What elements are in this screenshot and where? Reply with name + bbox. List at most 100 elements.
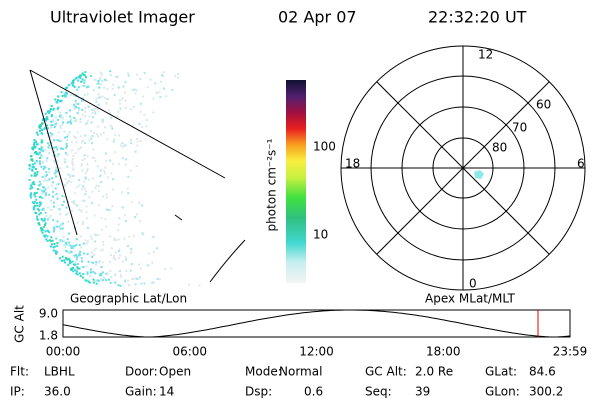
speckle — [100, 272, 103, 275]
speckle — [133, 88, 136, 91]
speckle — [42, 168, 45, 170]
fov-line — [29, 69, 226, 179]
speckle — [48, 231, 51, 234]
speckle — [56, 225, 58, 228]
speckle — [68, 109, 71, 112]
speckle — [111, 87, 114, 90]
speckle — [62, 121, 64, 124]
speckle — [49, 108, 52, 110]
speckle — [69, 93, 72, 96]
speckle — [71, 201, 74, 204]
speckle — [124, 163, 127, 166]
x-tick-label: 06:00 — [172, 345, 207, 359]
limb-arc — [209, 239, 246, 283]
speckle — [90, 75, 92, 77]
speckle — [77, 79, 80, 82]
speckle — [31, 163, 34, 166]
colorbar-label: photon cm⁻²s⁻¹ — [265, 138, 279, 231]
speckle — [152, 235, 155, 238]
speckle — [48, 216, 51, 219]
speckle — [48, 171, 51, 174]
speckle — [106, 176, 109, 179]
speckle — [71, 157, 74, 160]
speckle — [56, 242, 59, 244]
speckle — [51, 181, 54, 184]
speckle — [97, 80, 100, 83]
speckle — [72, 82, 75, 85]
speckle — [53, 224, 56, 227]
speckle — [121, 191, 123, 194]
speckle — [111, 127, 114, 130]
speckle — [86, 240, 89, 243]
speckle — [93, 214, 96, 217]
speckle — [44, 224, 46, 226]
speckle — [66, 250, 69, 253]
speckle — [36, 171, 39, 174]
speckle — [122, 157, 125, 160]
speckle — [53, 126, 56, 128]
speckle — [95, 261, 98, 264]
speckle — [93, 249, 96, 252]
speckle — [160, 80, 162, 83]
speckle — [79, 250, 82, 253]
speckle — [121, 156, 124, 159]
altitude-curve — [62, 309, 571, 338]
speckle — [50, 199, 52, 202]
image-label: Geographic Lat/Lon — [70, 292, 187, 306]
speckle — [135, 213, 138, 216]
speckle — [58, 240, 61, 243]
speckle — [57, 153, 60, 156]
speckle — [64, 183, 66, 186]
speckle — [60, 91, 63, 94]
info-label: Seq: — [365, 385, 392, 399]
speckle — [83, 252, 86, 255]
speckle — [101, 279, 104, 282]
speckle — [100, 73, 103, 76]
speckle — [64, 136, 67, 139]
speckle — [79, 77, 82, 79]
speckle — [127, 175, 130, 178]
speckle — [39, 188, 42, 191]
speckle — [66, 139, 69, 142]
speckle — [77, 107, 80, 110]
speckle — [124, 259, 127, 262]
speckle — [81, 266, 84, 269]
speckle — [35, 174, 37, 177]
speckle — [56, 155, 59, 158]
speckle — [45, 238, 48, 241]
speckle — [63, 200, 65, 203]
speckle — [81, 108, 84, 111]
speckle — [53, 243, 56, 245]
date: 02 Apr 07 — [278, 8, 357, 27]
speckle — [138, 201, 140, 204]
speckle — [37, 208, 39, 211]
colorbar — [286, 80, 306, 283]
speckle — [109, 209, 112, 212]
speckle — [75, 136, 77, 139]
speckle — [159, 96, 162, 99]
speckle — [118, 134, 121, 137]
speckle — [74, 99, 77, 102]
speckle — [41, 197, 44, 199]
speckle — [37, 188, 40, 191]
speckle — [105, 101, 108, 104]
speckle — [76, 256, 79, 258]
speckle — [52, 119, 55, 122]
speckle — [90, 235, 93, 238]
speckle — [130, 278, 133, 280]
speckle — [65, 243, 68, 246]
speckle — [139, 267, 142, 270]
speckle — [93, 157, 96, 159]
speckle — [33, 183, 36, 186]
speckle — [115, 251, 117, 254]
speckle — [74, 260, 77, 263]
speckle — [92, 89, 95, 92]
speckle — [109, 260, 111, 263]
speckle — [92, 148, 95, 151]
speckle — [72, 79, 75, 82]
speckle — [46, 157, 49, 160]
speckle — [34, 195, 37, 198]
speckle — [43, 235, 46, 238]
speckle — [51, 239, 54, 242]
speckle — [68, 260, 71, 263]
